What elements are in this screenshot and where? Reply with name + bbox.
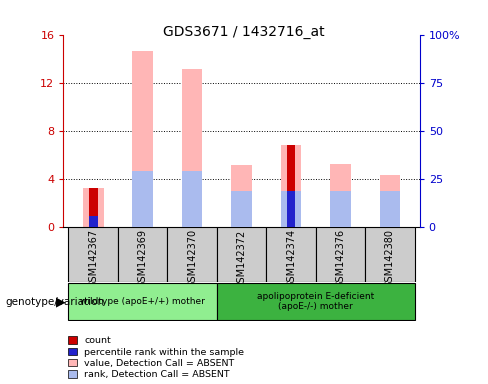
Text: ▶: ▶ <box>56 296 66 309</box>
Bar <box>118 227 167 282</box>
Bar <box>89 216 98 227</box>
Bar <box>266 227 316 282</box>
Bar <box>316 227 365 282</box>
Bar <box>182 171 203 227</box>
Bar <box>68 227 118 282</box>
Bar <box>83 188 103 227</box>
Text: GSM142372: GSM142372 <box>237 229 246 289</box>
Bar <box>286 190 296 227</box>
Text: GSM142376: GSM142376 <box>336 229 346 288</box>
Bar <box>217 227 266 282</box>
Bar <box>68 283 217 320</box>
Bar <box>231 190 252 227</box>
Bar <box>167 227 217 282</box>
Bar <box>380 175 400 227</box>
Text: GDS3671 / 1432716_at: GDS3671 / 1432716_at <box>163 25 325 39</box>
Bar <box>330 190 351 227</box>
Bar <box>365 227 415 282</box>
Bar <box>286 145 296 227</box>
Text: apolipoprotein E-deficient
(apoE-/-) mother: apolipoprotein E-deficient (apoE-/-) mot… <box>257 292 374 311</box>
Legend: count, percentile rank within the sample, value, Detection Call = ABSENT, rank, : count, percentile rank within the sample… <box>68 336 244 379</box>
Bar <box>89 188 98 227</box>
Bar <box>330 164 351 227</box>
Text: genotype/variation: genotype/variation <box>5 297 104 307</box>
Bar <box>281 145 302 227</box>
Text: wildtype (apoE+/+) mother: wildtype (apoE+/+) mother <box>80 297 205 306</box>
Bar <box>231 166 252 227</box>
Bar <box>380 190 400 227</box>
Text: GSM142367: GSM142367 <box>88 229 98 288</box>
Bar <box>217 283 415 320</box>
Bar <box>182 70 203 227</box>
Text: GSM142374: GSM142374 <box>286 229 296 288</box>
Bar <box>132 51 153 227</box>
Text: GSM142369: GSM142369 <box>138 229 147 288</box>
Text: GSM142380: GSM142380 <box>385 229 395 288</box>
Bar <box>132 171 153 227</box>
Bar <box>281 190 302 227</box>
Text: GSM142370: GSM142370 <box>187 229 197 288</box>
